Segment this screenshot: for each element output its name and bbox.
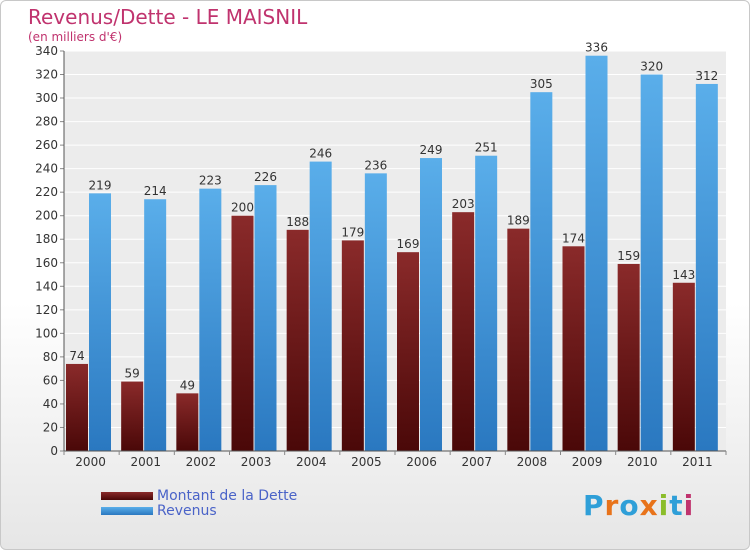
bar-revenus xyxy=(475,155,498,452)
x-tick-label: 2009 xyxy=(572,455,603,469)
data-label-dette: 179 xyxy=(341,225,364,239)
y-tick-label: 280 xyxy=(35,115,58,129)
y-tick-label: 40 xyxy=(43,397,58,411)
logo-letter: t xyxy=(669,489,684,522)
data-label-dette: 189 xyxy=(507,214,530,228)
bar-revenus xyxy=(695,83,718,452)
bar-dette xyxy=(562,246,585,451)
data-label-revenus: 249 xyxy=(420,143,443,157)
bar-revenus xyxy=(585,55,608,452)
data-label-dette: 203 xyxy=(452,197,475,211)
logo-letter: i xyxy=(683,489,695,522)
legend-item-revenus: Revenus xyxy=(101,502,297,519)
bar-dette xyxy=(66,363,88,451)
legend-swatch-dette xyxy=(101,491,153,500)
data-label-revenus: 236 xyxy=(364,158,387,172)
bar-revenus xyxy=(199,188,222,451)
data-label-revenus: 305 xyxy=(530,77,553,91)
bar-dette xyxy=(672,282,695,451)
data-label-revenus: 320 xyxy=(640,60,663,74)
data-label-revenus: 251 xyxy=(475,141,498,155)
data-label-dette: 59 xyxy=(125,367,140,381)
bar-dette xyxy=(617,263,640,451)
x-tick-label: 2005 xyxy=(351,455,382,469)
x-tick-label: 2006 xyxy=(406,455,437,469)
x-tick-label: 2007 xyxy=(461,455,492,469)
chart-subtitle: (en milliers d'€) xyxy=(28,30,123,44)
bar-revenus xyxy=(640,74,663,451)
y-tick-label: 240 xyxy=(35,162,58,176)
bar-dette xyxy=(176,393,199,451)
bar-revenus xyxy=(530,92,553,452)
bar-dette xyxy=(231,215,254,451)
logo-letter: r xyxy=(604,489,620,522)
x-tick-label: 2000 xyxy=(75,455,106,469)
data-label-dette: 49 xyxy=(180,378,195,392)
data-label-revenus: 214 xyxy=(144,184,167,198)
y-tick-label: 140 xyxy=(35,279,58,293)
legend-label-dette: Montant de la Dette xyxy=(157,487,298,504)
x-tick-label: 2002 xyxy=(186,455,217,469)
bar-revenus xyxy=(254,185,277,451)
x-tick-label: 2003 xyxy=(241,455,272,469)
logo-letter: o xyxy=(619,489,640,522)
y-tick-label: 120 xyxy=(35,303,58,317)
data-label-dette: 174 xyxy=(562,231,585,245)
legend-swatch-revenus xyxy=(101,506,153,515)
x-tick-label: 2001 xyxy=(130,455,161,469)
data-label-revenus: 219 xyxy=(89,178,112,192)
bar-dette xyxy=(341,240,364,451)
x-tick-label: 2008 xyxy=(517,455,548,469)
bar-dette xyxy=(452,212,475,451)
chart-title: Revenus/Dette - LE MAISNIL xyxy=(28,5,308,29)
bar-revenus xyxy=(89,193,111,451)
bar-revenus xyxy=(420,158,442,451)
y-tick-label: 60 xyxy=(43,373,58,387)
proxiti-logo: Proxiti xyxy=(583,489,694,522)
y-tick-label: 100 xyxy=(35,326,58,340)
data-label-revenus: 336 xyxy=(585,41,608,55)
y-tick-label: 80 xyxy=(43,350,58,364)
bar-revenus xyxy=(364,173,387,451)
data-label-dette: 159 xyxy=(617,249,640,263)
y-tick-label: 0 xyxy=(50,444,58,458)
x-tick-label: 2004 xyxy=(296,455,327,469)
legend: Montant de la Dette Revenus xyxy=(101,487,298,519)
x-tick-label: 2010 xyxy=(627,455,658,469)
bar-revenus xyxy=(309,161,332,451)
logo-letter: P xyxy=(583,489,605,522)
y-tick-label: 340 xyxy=(35,44,58,58)
y-tick-label: 220 xyxy=(35,185,58,199)
data-label-dette: 188 xyxy=(286,215,309,229)
y-tick-label: 200 xyxy=(35,209,58,223)
data-label-dette: 143 xyxy=(672,268,695,282)
bar-dette xyxy=(507,228,530,451)
bar-revenus xyxy=(144,199,167,451)
data-label-revenus: 223 xyxy=(199,174,222,188)
legend-label-revenus: Revenus xyxy=(157,502,217,519)
data-label-dette: 169 xyxy=(397,237,420,251)
data-label-revenus: 312 xyxy=(695,69,718,83)
bar-dette xyxy=(397,252,419,451)
data-label-dette: 200 xyxy=(231,201,254,215)
y-tick-label: 320 xyxy=(35,68,58,82)
data-label-dette: 74 xyxy=(69,349,84,363)
logo-letter: x xyxy=(639,489,659,522)
y-tick-label: 260 xyxy=(35,138,58,152)
y-tick-label: 20 xyxy=(43,420,58,434)
legend-item-dette: Montant de la Dette xyxy=(101,487,298,504)
logo-letter: i xyxy=(658,489,670,522)
y-tick-label: 180 xyxy=(35,232,58,246)
y-tick-label: 300 xyxy=(35,91,58,105)
data-label-revenus: 226 xyxy=(254,170,277,184)
x-tick-label: 2011 xyxy=(682,455,713,469)
plot-area xyxy=(64,51,726,451)
bar-dette xyxy=(121,381,144,451)
data-label-revenus: 246 xyxy=(309,147,332,161)
y-tick-label: 160 xyxy=(35,256,58,270)
bar-dette xyxy=(286,229,309,451)
